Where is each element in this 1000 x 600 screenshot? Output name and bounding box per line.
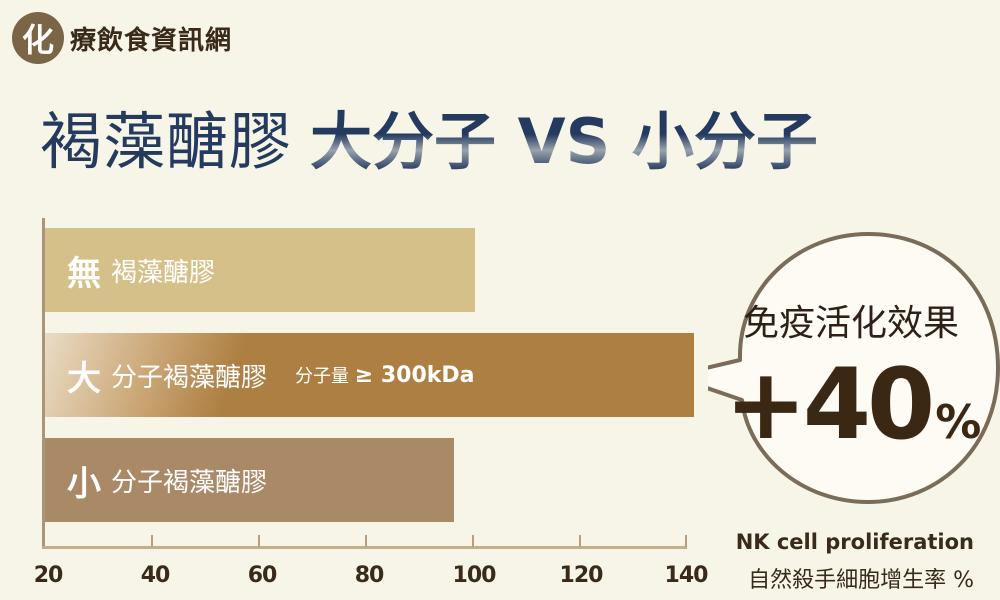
bar-prefix: 無 — [67, 253, 101, 294]
bar-label: 褐藻醣膠 — [111, 257, 216, 288]
bar-label: 分子褐藻醣膠 — [111, 467, 268, 498]
x-tick — [151, 535, 153, 547]
bar-prefix: 小 — [67, 463, 101, 504]
x-tick-label: 100 — [452, 563, 497, 588]
callout-value: +40% — [724, 348, 982, 462]
site-logo: 化 療飲食資訊網 — [12, 12, 232, 64]
x-tick — [258, 535, 260, 547]
bar-large-molecule: 大 分子褐藻醣膠 分子量 ≥ 300kDa — [45, 333, 694, 417]
title-part2: 大分子 VS 小分子 — [310, 105, 818, 178]
callout-title: 免疫活化效果 — [742, 303, 959, 344]
x-tick-label: 40 — [140, 563, 171, 588]
chart-title: 褐藻醣膠 大分子 VS 小分子 — [40, 104, 818, 180]
x-tick — [685, 535, 687, 547]
x-tick-label: 20 — [33, 563, 64, 588]
x-tick-label: 80 — [354, 563, 385, 588]
x-axis-line — [42, 546, 687, 549]
molecular-weight-label: 分子量 ≥ 300kDa — [295, 363, 475, 388]
bar-label: 分子褐藻醣膠 — [111, 362, 268, 393]
logo-badge: 化 — [12, 12, 64, 64]
bar-small-molecule: 小 分子褐藻醣膠 — [45, 438, 454, 522]
logo-text: 療飲食資訊網 — [70, 25, 233, 56]
x-tick-label: 60 — [247, 563, 278, 588]
x-axis-label-en: NK cell proliferation — [735, 530, 974, 554]
molecular-weight-value: ≥ 300kDa — [354, 363, 475, 388]
x-tick-label: 120 — [559, 563, 604, 588]
title-part1: 褐藻醣膠 — [40, 105, 293, 178]
x-tick — [472, 535, 474, 547]
bar-prefix: 大 — [67, 358, 101, 399]
x-tick-label: 140 — [664, 563, 709, 588]
speech-bubble-callout: 免疫活化效果 +40% — [708, 228, 1000, 504]
x-axis-label-zh: 自然殺手細胞增生率 % — [748, 568, 974, 593]
x-tick — [579, 535, 581, 547]
x-tick — [365, 535, 367, 547]
speech-bubble-icon — [708, 232, 1000, 504]
bar-none: 無 褐藻醣膠 — [45, 228, 475, 312]
y-axis-line — [42, 218, 45, 548]
